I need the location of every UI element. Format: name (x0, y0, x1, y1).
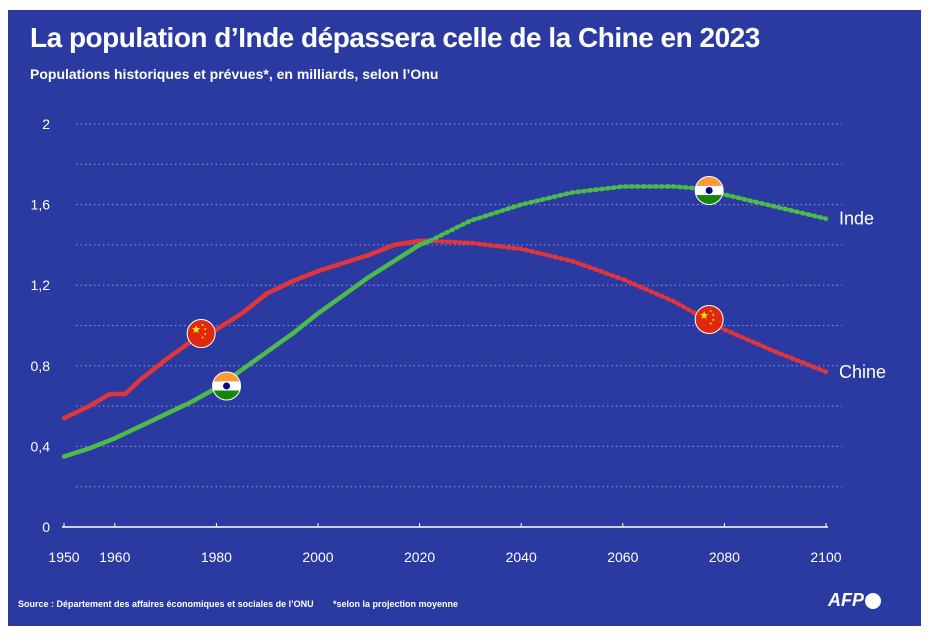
y-tick-label: 0,4 (31, 438, 51, 454)
china-series-label: Chine (839, 362, 886, 382)
flag-star (709, 309, 713, 313)
afp-logo-dot (865, 592, 881, 609)
flag-star (711, 318, 715, 322)
flag-stripe-green (695, 195, 724, 205)
axes: 0 0,4 0,8 1,2 1,6 2 1950 1960 1980 2000 2020 2040 20… (31, 116, 842, 565)
flag-circle (694, 304, 724, 334)
flag-circle (186, 319, 216, 349)
china-projection-line (427, 238, 829, 375)
source-note: Source : Département des affaires économ… (18, 599, 314, 609)
flag-star (203, 332, 207, 336)
grid-lines (76, 123, 842, 488)
flag-border (212, 371, 242, 401)
footnote: *selon la projection moyenne (333, 599, 459, 609)
flag-star (191, 325, 201, 334)
flag-border (694, 175, 724, 205)
flag-markers (186, 175, 724, 401)
china-historical-line (61, 238, 433, 421)
flag-star (203, 327, 207, 331)
afp-logo: AFP (828, 590, 881, 611)
x-tick-label: 2080 (709, 549, 740, 565)
india-flag-icon (212, 371, 242, 401)
india-series-label: Inde (839, 209, 874, 229)
chart-title: La population d’Inde dépassera celle de … (30, 22, 760, 53)
india-historical-line (61, 238, 433, 459)
flag-stripe-saffron (695, 176, 724, 186)
india-flag-icon (694, 175, 724, 205)
china-flag-icon (694, 304, 724, 334)
flag-star (711, 313, 715, 317)
x-tick-label: 2040 (506, 549, 537, 565)
y-tick-label: 0 (42, 519, 50, 535)
flag-stripe-green (212, 390, 241, 400)
x-tick-label: 2000 (302, 549, 333, 565)
x-tick-label: 2100 (810, 549, 841, 565)
x-tick-label: 2020 (404, 549, 435, 565)
series-labels: Chine Inde (839, 209, 886, 382)
chart-subtitle: Populations historiques et prévues*, en … (30, 66, 439, 82)
afp-logo-text: AFP (828, 590, 864, 610)
y-tick-label: 2 (42, 116, 50, 132)
china-flag-icon (186, 319, 216, 349)
x-tick-label: 1950 (48, 549, 79, 565)
flag-star (699, 310, 709, 320)
flag-stripe-saffron (212, 371, 241, 382)
flag-star (201, 335, 205, 339)
x-tick-label: 1960 (99, 549, 130, 565)
flag-star (709, 321, 713, 325)
y-tick-label: 0,8 (31, 358, 51, 374)
x-tick-label: 2060 (607, 549, 638, 565)
flag-chakra (705, 186, 713, 194)
x-tick-label: 1980 (201, 549, 232, 565)
chart-panel (8, 10, 921, 626)
series-lines (61, 184, 829, 459)
y-tick-label: 1,6 (31, 197, 51, 213)
y-tick-label: 1,2 (31, 277, 51, 293)
flag-star (201, 323, 205, 327)
india-projection-line (427, 184, 829, 244)
flag-chakra (223, 382, 231, 390)
